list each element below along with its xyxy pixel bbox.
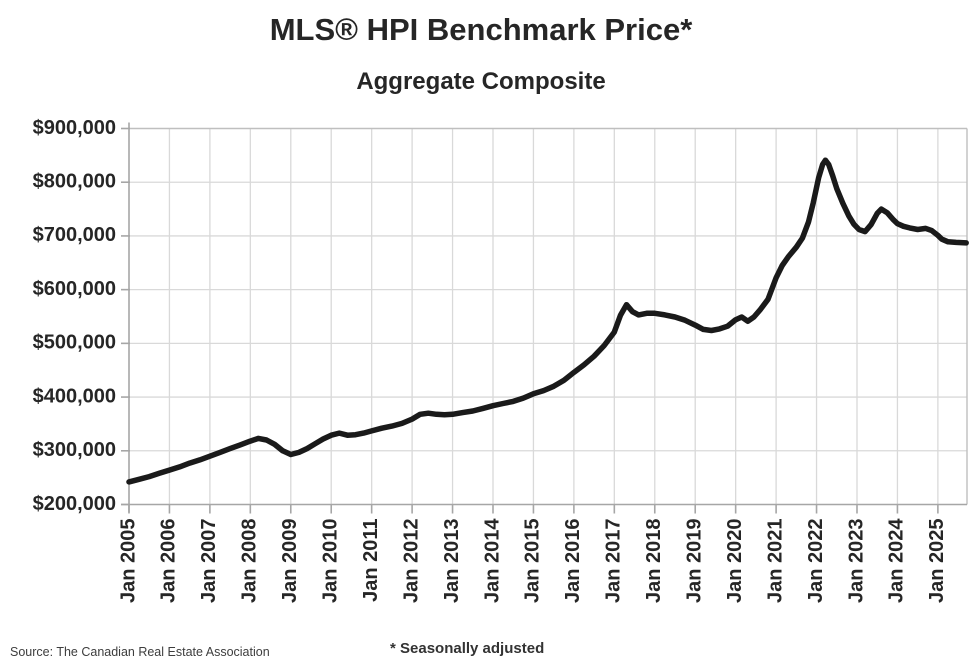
x-axis-label: Jan 2011 — [360, 519, 382, 602]
x-axis-label: Jan 2013 — [441, 519, 463, 604]
x-axis-label: Jan 2005 — [117, 519, 139, 604]
x-axis-label: Jan 2022 — [805, 519, 827, 604]
y-axis-label: $300,000 — [33, 439, 116, 461]
x-axis-label: Jan 2017 — [603, 519, 625, 604]
x-axis-label: Jan 2021 — [764, 519, 786, 604]
x-axis-label: Jan 2006 — [158, 519, 180, 604]
x-axis-label: Jan 2008 — [239, 519, 261, 604]
x-axis-label: Jan 2024 — [886, 518, 908, 603]
benchmark-price-line — [126, 157, 969, 485]
x-axis-label: Jan 2010 — [320, 519, 342, 604]
x-axis-label: Jan 2014 — [481, 518, 503, 603]
y-axis-label: $800,000 — [33, 170, 116, 192]
y-axis-label: $500,000 — [33, 332, 116, 354]
y-axis-label: $400,000 — [33, 385, 116, 407]
x-axis-label: Jan 2016 — [562, 519, 584, 604]
x-axis-label: Jan 2019 — [683, 519, 705, 604]
x-axis-label: Jan 2007 — [198, 519, 220, 604]
y-axis-label: $200,000 — [33, 493, 116, 515]
chart-title: MLS® HPI Benchmark Price* — [269, 12, 693, 47]
x-axis-label: Jan 2023 — [845, 519, 867, 604]
x-axis-label: Jan 2009 — [279, 519, 301, 604]
x-axis-label: Jan 2012 — [400, 519, 422, 604]
source-attribution: Source: The Canadian Real Estate Associa… — [10, 645, 270, 659]
seasonally-adjusted-footnote: * Seasonally adjusted — [390, 640, 545, 657]
y-axis-label: $900,000 — [33, 117, 116, 139]
x-axis-label: Jan 2025 — [926, 519, 948, 604]
x-axis-label: Jan 2018 — [643, 519, 665, 604]
x-axis-label: Jan 2015 — [522, 519, 544, 604]
y-axis-label: $600,000 — [33, 278, 116, 300]
chart-subtitle: Aggregate Composite — [356, 68, 606, 95]
y-axis-label: $700,000 — [33, 224, 116, 246]
x-axis-label: Jan 2020 — [724, 519, 746, 604]
